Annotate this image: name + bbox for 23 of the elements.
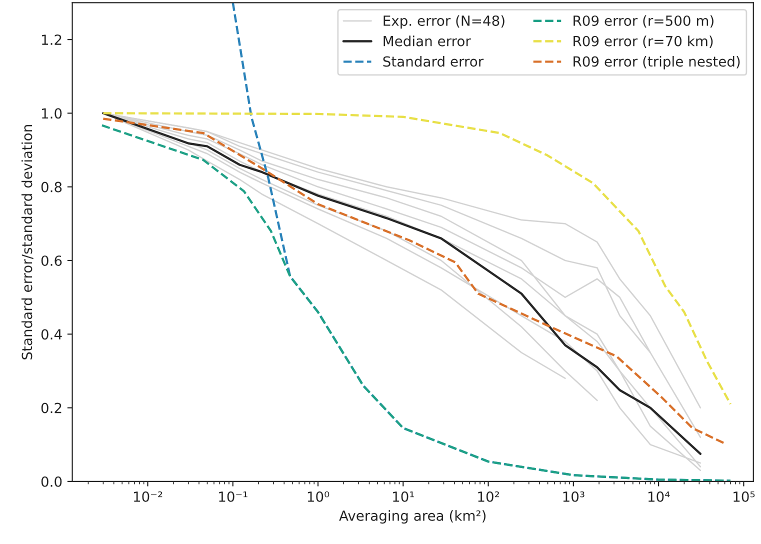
y-tick-label: 0.2 bbox=[41, 402, 62, 414]
legend-label: R09 error (r=70 km) bbox=[574, 36, 713, 48]
x-tick-label: 10⁰ bbox=[308, 491, 330, 502]
y-axis-title: Standard error/standard deviation bbox=[21, 125, 34, 360]
legend-label: R09 error (triple nested) bbox=[574, 56, 740, 70]
x-tick-label: 10⁻¹ bbox=[219, 491, 248, 502]
legend-label: Median error bbox=[384, 36, 471, 46]
y-tick-label: 1.2 bbox=[42, 34, 62, 45]
legend-label: Standard error bbox=[383, 56, 484, 67]
x-tick-label: 10⁴ bbox=[648, 491, 670, 502]
legend-label: R09 error (r=500 m) bbox=[574, 15, 714, 28]
y-tick-label: 0.6 bbox=[41, 255, 62, 266]
y-tick-label: 1.0 bbox=[42, 108, 62, 119]
x-tick-label: 10³ bbox=[563, 491, 584, 502]
x-axis-title: Averaging area (km²) bbox=[339, 510, 486, 524]
x-tick-label: 10¹ bbox=[393, 491, 414, 502]
x-tick-label: 10² bbox=[478, 491, 500, 502]
x-tick-label: 10⁵ bbox=[734, 491, 755, 502]
y-tick-label: 0.8 bbox=[41, 182, 62, 192]
legend-label: Exp. error (N=48) bbox=[384, 15, 504, 29]
y-tick-label: 0.0 bbox=[41, 476, 62, 487]
y-tick-label: 0.4 bbox=[41, 329, 62, 340]
x-tick-label: 10⁻² bbox=[134, 491, 162, 502]
